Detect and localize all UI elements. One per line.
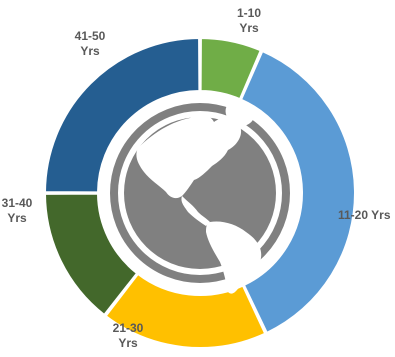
slice-label-line2: Yrs — [239, 21, 259, 35]
donut-slice — [239, 49, 356, 335]
donut-slice — [104, 272, 267, 349]
south-america-shape — [206, 221, 262, 294]
globe-ring — [110, 103, 290, 283]
slice-label: 1-10 Yrs — [237, 6, 261, 35]
donut-slice — [43, 36, 201, 194]
donut-slice — [43, 192, 139, 317]
slice-label: 41-50 Yrs — [75, 29, 106, 58]
slice-label-line2: Yrs — [118, 336, 138, 350]
slice-label: 11-20 Yrs — [338, 208, 391, 222]
slice-label: 31-40 Yrs — [2, 196, 33, 225]
slice-label-line1: 41-50 — [75, 29, 106, 43]
slice-label-line1: 1-10 — [237, 6, 261, 20]
slice-label-line2: Yrs — [80, 44, 100, 58]
donut-slice — [199, 36, 263, 101]
slice-label-line1: 21-30 — [113, 321, 144, 335]
central-america-shape — [181, 196, 210, 226]
north-america-shape — [136, 114, 242, 199]
slice-label-line2: Yrs — [7, 211, 27, 225]
greenland-shape — [225, 101, 255, 127]
globe-icon — [104, 97, 296, 294]
slice-label-line1: 11-20 Yrs — [338, 208, 391, 222]
slice-label-line1: 31-40 — [2, 196, 33, 210]
donut-slices — [43, 36, 356, 349]
slice-label: 21-30 Yrs — [113, 321, 144, 350]
